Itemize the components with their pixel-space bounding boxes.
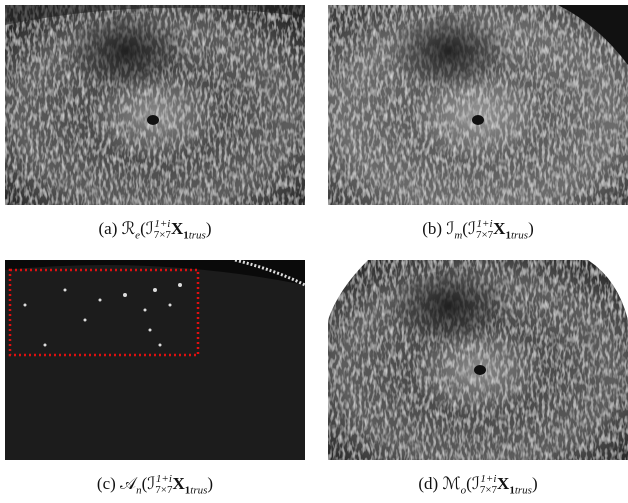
caption-text: (ℐ <box>142 474 156 493</box>
caption-text: ) <box>528 219 534 238</box>
caption-text: (d) ℳ <box>418 474 460 493</box>
caption-text: (c) 𝒜 <box>97 474 136 493</box>
bold-symbol: X <box>173 474 185 493</box>
caption-text: (a) ℛ <box>98 219 135 238</box>
subscript: trus <box>515 484 532 496</box>
subscript: 7×7 <box>155 485 172 496</box>
caption-text: ) <box>532 474 538 493</box>
caption-text: ) <box>206 219 212 238</box>
subscript: trus <box>511 229 528 241</box>
bold-symbol: X <box>497 474 509 493</box>
bold-symbol: X <box>493 219 505 238</box>
subscript: 7×7 <box>476 230 493 241</box>
subscript: 7×7 <box>154 230 171 241</box>
subscript: trus <box>189 229 206 241</box>
subscript: trus <box>190 484 207 496</box>
ultrasound-image <box>328 260 628 460</box>
caption-text: (ℐ <box>140 219 154 238</box>
figure: (a) ℛe(ℐ1+i7×7X1trus) (b) ℐm(ℐ1+i7×7X1tr… <box>0 0 628 503</box>
ultrasound-image <box>5 5 305 205</box>
caption-text: (b) ℐ <box>422 219 454 238</box>
bold-symbol: X <box>171 219 183 238</box>
caption-text: ) <box>207 474 213 493</box>
ultrasound-image <box>328 5 628 205</box>
caption-text: (ℐ <box>462 219 476 238</box>
caption-text: (ℐ <box>466 474 480 493</box>
subscript: 7×7 <box>480 485 497 496</box>
edge-image <box>5 260 305 460</box>
